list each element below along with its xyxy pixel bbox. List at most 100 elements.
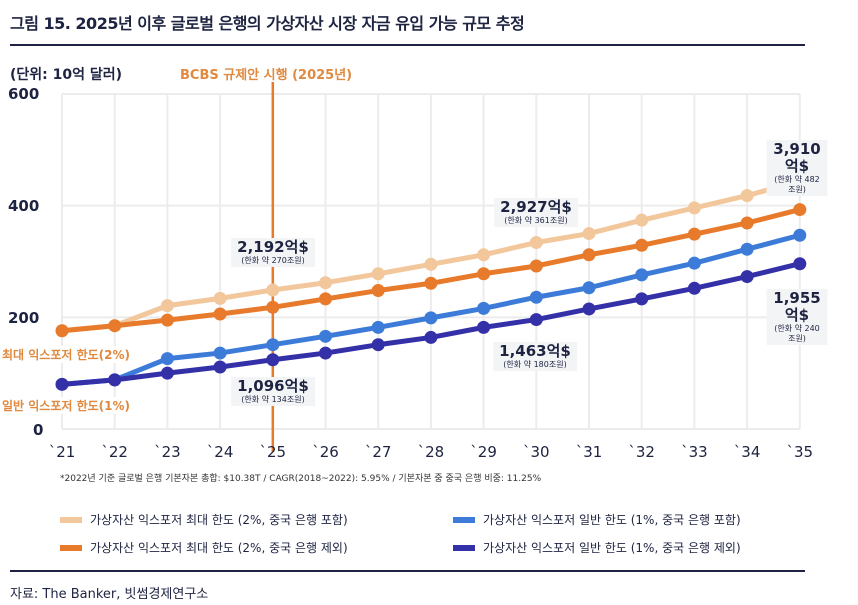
- x-tick-label: `34: [733, 443, 761, 461]
- annotation-value: 1,463억$: [499, 342, 571, 360]
- x-tick-label: `33: [681, 443, 708, 461]
- legend-swatch: [60, 544, 82, 551]
- annotation-2030-normal: 1,463억$ (한화 약 180조원): [493, 342, 577, 371]
- x-tick-label: `25: [259, 443, 287, 461]
- data-point: [740, 270, 754, 284]
- y-tick-label: 200: [8, 309, 40, 327]
- side-label-max: 최대 익스포저 한도(2%): [2, 346, 131, 363]
- annotation-krw: (한화 약 361조원): [504, 216, 568, 225]
- data-point: [687, 201, 701, 215]
- data-point: [213, 307, 227, 321]
- data-point: [529, 259, 543, 273]
- data-point: [108, 373, 122, 387]
- data-point: [55, 377, 69, 391]
- data-point: [266, 283, 280, 297]
- x-tick-label: `21: [48, 443, 76, 461]
- annotation-value: 3,910억$: [773, 140, 821, 175]
- annotation-2035-max: 3,910억$ (한화 약 482조원): [766, 140, 828, 196]
- x-tick-label: `29: [470, 443, 497, 461]
- annotation-value: 1,955억$: [773, 289, 821, 324]
- x-tick-label: `35: [786, 443, 814, 461]
- data-point: [266, 353, 280, 367]
- data-point: [477, 267, 491, 281]
- data-point: [371, 284, 385, 298]
- data-point: [582, 281, 596, 295]
- data-point: [319, 292, 332, 306]
- annotation-krw: (한화 약 134조원): [241, 395, 305, 404]
- annotation-krw: (한화 약 482조원): [774, 175, 820, 194]
- data-point: [687, 227, 701, 241]
- data-point: [740, 242, 754, 256]
- x-tick-label: `32: [628, 443, 655, 461]
- data-point: [319, 276, 332, 290]
- data-point: [793, 257, 807, 271]
- legend-item: 가상자산 익스포저 최대 한도 (2%, 중국 은행 제외): [60, 539, 348, 556]
- annotation-value: 2,927억$: [500, 198, 572, 216]
- data-point: [160, 366, 174, 380]
- data-point: [477, 320, 491, 334]
- data-point: [371, 267, 385, 281]
- data-point: [371, 320, 385, 334]
- source-rule: [10, 570, 805, 572]
- data-point: [740, 189, 754, 203]
- legend-item: 가상자산 익스포저 최대 한도 (2%, 중국 은행 포함): [60, 511, 348, 528]
- x-tick-label: `24: [206, 443, 234, 461]
- legend-label: 가상자산 익스포저 일반 한도 (1%, 중국 은행 포함): [483, 513, 741, 527]
- data-point: [635, 292, 649, 306]
- data-point: [687, 256, 701, 270]
- data-point: [529, 313, 543, 327]
- data-point: [371, 338, 385, 352]
- data-point: [635, 238, 649, 252]
- annotation-value: 1,096억$: [237, 377, 309, 395]
- annotation-2035-normal: 1,955억$ (한화 약 240조원): [766, 289, 828, 345]
- x-tick-label: `22: [101, 443, 128, 461]
- annotation-value: 2,192억$: [237, 238, 309, 256]
- figure-title: 그림 15. 2025년 이후 글로벌 은행의 가상자산 시장 자금 유입 가능…: [10, 14, 525, 33]
- data-point: [108, 319, 122, 333]
- data-point: [582, 248, 596, 262]
- data-point: [266, 338, 280, 352]
- legend-label: 가상자산 익스포저 일반 한도 (1%, 중국 은행 제외): [483, 541, 741, 555]
- annotation-2030-max: 2,927억$ (한화 약 361조원): [494, 198, 578, 227]
- legend-swatch: [453, 516, 475, 523]
- data-point: [213, 291, 227, 305]
- y-tick-label: 400: [8, 197, 40, 215]
- source-note: 자료: The Banker, 빗썸경제연구소: [10, 587, 209, 602]
- data-point: [687, 281, 701, 295]
- data-point: [160, 352, 174, 366]
- x-tick-label: `28: [417, 443, 445, 461]
- data-point: [793, 203, 807, 217]
- data-point: [424, 276, 438, 290]
- data-point: [424, 311, 438, 325]
- x-tick-label: `30: [523, 443, 550, 461]
- x-tick-label: `31: [575, 443, 603, 461]
- data-point: [424, 330, 438, 344]
- data-point: [477, 248, 491, 262]
- data-point: [582, 302, 596, 316]
- footnote: *2022년 기준 글로벌 은행 기본자본 총합: $10.38T / CAGR…: [60, 474, 542, 484]
- bcbs-marker-label: BCBS 규제안 시행 (2025년): [180, 68, 353, 83]
- legend-label: 가상자산 익스포저 최대 한도 (2%, 중국 은행 제외): [90, 541, 348, 555]
- data-point: [319, 346, 332, 360]
- annotation-krw: (한화 약 180조원): [503, 360, 567, 369]
- data-point: [213, 346, 227, 360]
- unit-label: (단위: 10억 달러): [10, 67, 123, 83]
- legend-item: 가상자산 익스포저 일반 한도 (1%, 중국 은행 포함): [453, 511, 741, 528]
- data-point: [529, 236, 543, 250]
- data-point: [740, 216, 754, 230]
- x-tick-label: `23: [154, 443, 181, 461]
- annotation-krw: (한화 약 240조원): [774, 324, 820, 343]
- legend-item: 가상자산 익스포저 일반 한도 (1%, 중국 은행 제외): [453, 539, 741, 556]
- data-point: [160, 313, 174, 327]
- data-point: [793, 228, 807, 242]
- annotation-2025-max: 2,192억$ (한화 약 270조원): [231, 238, 315, 267]
- y-tick-label: 0: [33, 421, 44, 439]
- data-point: [635, 213, 649, 227]
- title-rule: [10, 44, 805, 46]
- data-point: [477, 301, 491, 315]
- data-point: [529, 290, 543, 304]
- data-point: [424, 257, 438, 271]
- legend-label: 가상자산 익스포저 최대 한도 (2%, 중국 은행 포함): [90, 513, 348, 527]
